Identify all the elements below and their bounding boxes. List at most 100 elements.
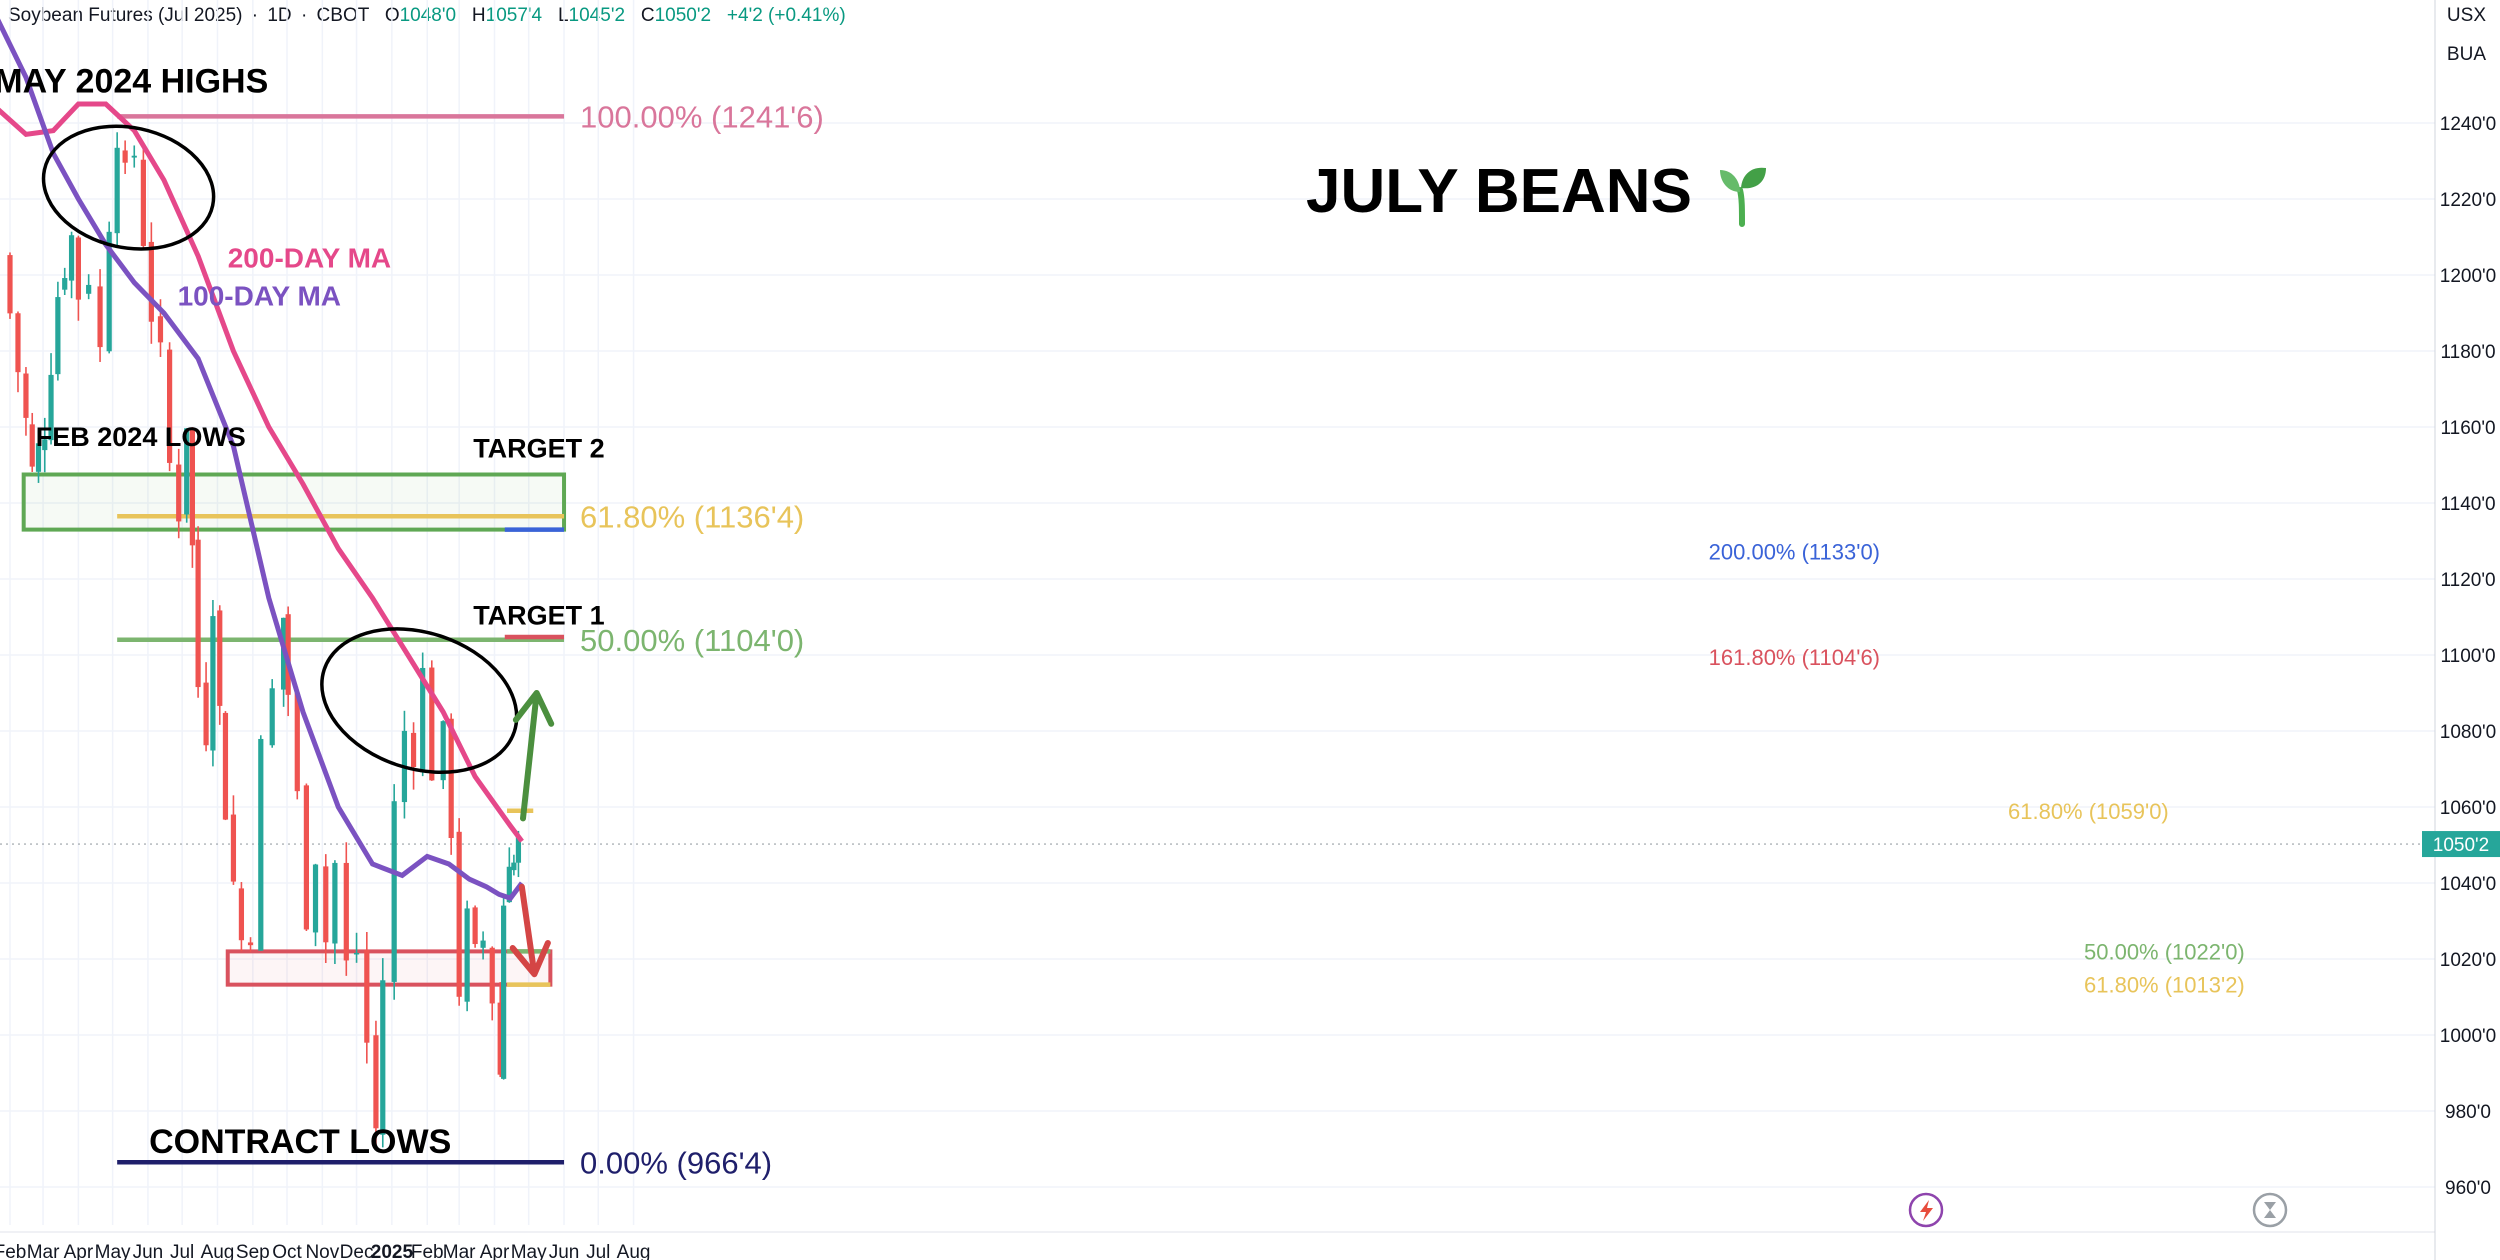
candle-body [114, 147, 120, 234]
chart-header: Soybean Futures (Jul 2025) · 1D · CBOT O… [8, 5, 846, 26]
time-tick-label: Aug [201, 1242, 235, 1260]
price-tick-label: 1240'0 [2440, 114, 2496, 135]
candle-body [148, 241, 154, 322]
red-zone [225, 949, 553, 987]
price-axis[interactable]: 1240'0 1220'0 1200'0 1180'0 1160'0 1140'0 1120… [2422, 0, 2500, 1260]
candle-body [7, 255, 13, 314]
candle-body [294, 692, 300, 792]
time-tick-label: Jul [170, 1242, 194, 1260]
candle-body [62, 278, 68, 290]
fib-0-label: 0.00% (966'4) [580, 1145, 772, 1180]
candle-body [247, 942, 254, 946]
candle-body [35, 443, 42, 472]
price-tick-label: 960'0 [2445, 1178, 2491, 1199]
candle-body [203, 682, 209, 746]
price-tick-label: 1060'0 [2440, 798, 2496, 819]
candle-body [167, 349, 173, 463]
candle-body [48, 374, 54, 441]
candle-body [380, 980, 386, 1135]
fib-618-major-label: 61.80% (1136'4) [580, 499, 804, 534]
close-value: 1050'2 [654, 5, 712, 26]
candle-body [303, 785, 309, 930]
time-tick-label: May [95, 1242, 131, 1260]
annotation-label: 100-DAY MA [178, 280, 341, 311]
candle-body [75, 237, 81, 300]
hourglass-icon[interactable] [2252, 1192, 2288, 1228]
candle-body [258, 738, 264, 951]
candle-body [29, 424, 35, 467]
price-tick-label: 1000'0 [2440, 1026, 2496, 1047]
time-tick-label: Feb [0, 1242, 26, 1260]
lightning-icon[interactable] [1908, 1192, 1944, 1228]
candle-body [68, 235, 75, 281]
candle-body [497, 1002, 503, 1075]
may-highs-ellipse [41, 124, 216, 251]
time-tick-label: Mar [27, 1242, 60, 1260]
low-value: 1045'2 [568, 5, 626, 26]
candle-body [464, 908, 470, 1002]
time-tick-label: Jun [549, 1242, 580, 1260]
candle-body [448, 718, 454, 839]
high-label: H [471, 5, 486, 26]
candle-body [42, 439, 48, 451]
candle-body [195, 539, 201, 688]
currency-label[interactable]: USX [2446, 5, 2486, 26]
unit-label[interactable]: BUA [2446, 44, 2486, 65]
price-tick-label: 1040'0 [2440, 874, 2496, 895]
candle-body [472, 907, 478, 945]
candle-body [217, 610, 223, 706]
candle-body [15, 313, 21, 373]
ext-1618-label: 161.80% (1104'6) [1709, 645, 1880, 670]
candle-body [489, 947, 495, 1004]
candle-body [131, 155, 137, 158]
candle-body [373, 1035, 379, 1129]
candle-body [55, 297, 61, 375]
candle-body [140, 159, 146, 246]
candle-body [480, 940, 486, 948]
seedling-icon [1720, 167, 1766, 227]
time-tick-label: Apr [480, 1242, 510, 1260]
candle-body [312, 864, 319, 933]
annotation-label: 200-DAY MA [228, 242, 391, 273]
price-tick-label: 1020'0 [2440, 950, 2496, 971]
time-axis[interactable]: FebMarAprMayJunJulAugSepOctNovDec2025Feb… [0, 1242, 650, 1260]
symbol-name: Soybean Futures (Jul 2025) [8, 5, 243, 26]
last-price-tag [2422, 831, 2500, 858]
price-tick-label: 1140'0 [2440, 494, 2495, 515]
candle-body [86, 284, 92, 294]
change-value: +4'2 (+0.41%) [726, 5, 846, 26]
interval[interactable]: 1D [267, 5, 292, 26]
time-tick-label: Apr [64, 1242, 94, 1260]
price-tick-label: 1160'0 [2440, 418, 2495, 439]
price-tick-label: 1080'0 [2440, 722, 2496, 743]
time-tick-label: Mar [443, 1242, 476, 1260]
candle-body [343, 862, 349, 961]
candle-body [501, 905, 507, 1079]
time-tick-label: Jul [586, 1242, 610, 1260]
ma200-line [0, 101, 524, 843]
levels: 100.00% (1241'6) 61.80% (1136'4) 50.00% (1… [117, 99, 2245, 1180]
candle-body [353, 952, 360, 955]
time-tick-label: Feb [411, 1242, 444, 1260]
annotation-label: CONTRACT LOWS [149, 1123, 451, 1161]
candle-body [511, 862, 517, 871]
time-tick-label: Nov [305, 1242, 339, 1260]
bottom-icons [1908, 1192, 2288, 1228]
candle-body [440, 721, 446, 781]
candle-body [515, 836, 522, 863]
price-tick-label: 1100'0 [2440, 646, 2495, 667]
candle-body [429, 667, 435, 781]
candle-body [157, 316, 164, 343]
green-zone [21, 472, 567, 532]
candle-body [176, 464, 182, 522]
fib-100-label: 100.00% (1241'6) [580, 99, 824, 134]
jan-highs-ellipse [320, 627, 519, 775]
down-arrow [509, 883, 551, 978]
fib-618-a-label: 61.80% (1059'0) [2008, 799, 2169, 824]
ma100-line [0, 18, 524, 902]
annotation-label: TARGET 1 [473, 601, 605, 631]
fib-50-major-label: 50.00% (1104'0) [580, 623, 804, 658]
candle-body [222, 712, 229, 820]
candle-body [238, 888, 245, 941]
